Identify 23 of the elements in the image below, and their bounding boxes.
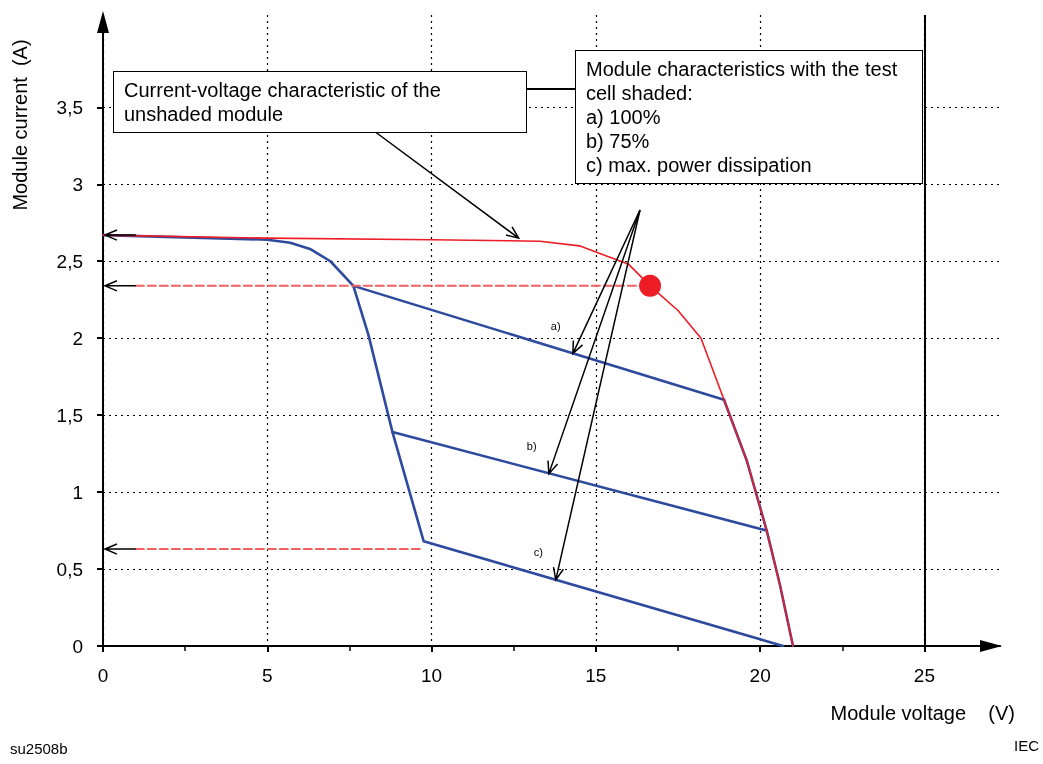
callout-box: Module characteristics with the test cell shaded: a) 100% b) 75% c) max. power dissipation xyxy=(575,50,923,184)
y-tick-label: 3 xyxy=(72,173,83,195)
y-axis-title: Module current (A) xyxy=(9,39,31,211)
x-axis-title: Module voltage (V) xyxy=(830,702,1015,724)
y-tick-label: 0 xyxy=(72,635,83,657)
y-tick-label: 2 xyxy=(72,327,83,349)
text: IEC xyxy=(1013,737,1039,754)
annotation: a) xyxy=(550,319,561,332)
x-tick-label: 5 xyxy=(262,665,273,686)
y-tick-label: 0,5 xyxy=(56,558,83,580)
annotation: c) xyxy=(533,545,543,558)
callout-box: Current-voltage characteristic of the unshaded module xyxy=(113,71,527,133)
x-tick-label: 15 xyxy=(585,665,607,686)
text: su2508b xyxy=(10,740,68,757)
y-tick-label: 3,5 xyxy=(56,96,83,118)
x-tick-label: 10 xyxy=(421,665,443,686)
x-tick-label: 0 xyxy=(97,665,109,686)
x-tick-label: 25 xyxy=(913,665,935,686)
y-tick-label: 2,5 xyxy=(56,250,83,272)
x-tick-label: 20 xyxy=(749,665,771,686)
y-tick-label: 1 xyxy=(72,481,83,503)
annotation: b) xyxy=(526,439,537,452)
y-tick-label: 1,5 xyxy=(56,404,83,426)
